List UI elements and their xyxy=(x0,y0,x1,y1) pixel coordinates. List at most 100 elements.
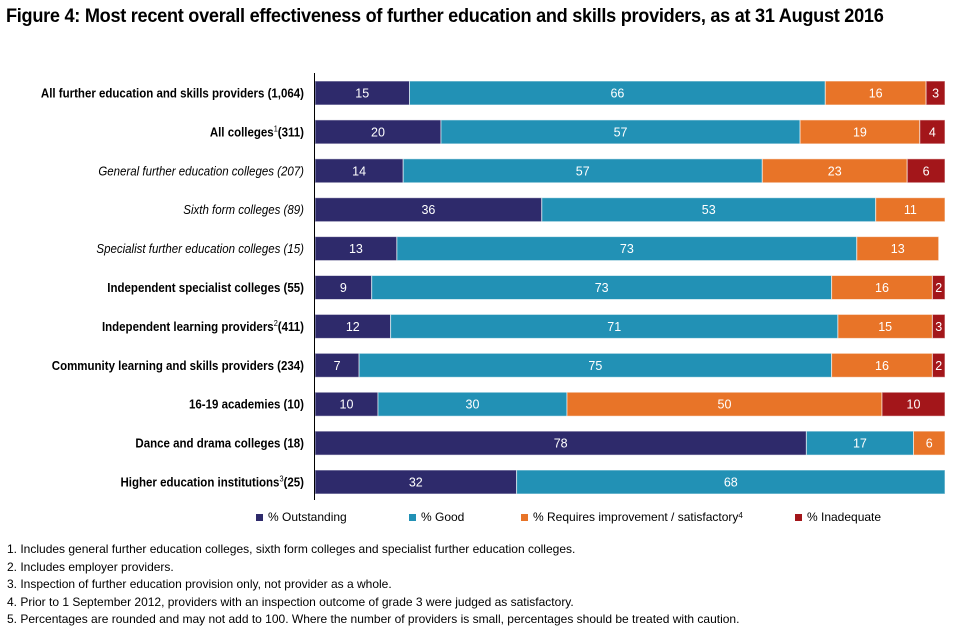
data-label: 16 xyxy=(875,359,889,373)
chart-title: Figure 4: Most recent overall effectiven… xyxy=(6,5,884,27)
bar-segment-good xyxy=(390,313,839,339)
footnote: 3. Inspection of further education provi… xyxy=(7,577,392,592)
stacked-bar-chart: All further education and skills provide… xyxy=(41,73,946,500)
legend-item-requires-improvement: % Requires improvement / satisfactory 4 xyxy=(521,510,743,524)
data-label: 17 xyxy=(853,437,867,451)
bar-segment-outstanding xyxy=(314,119,442,145)
bar-segment-requires-improvement xyxy=(856,236,940,262)
category-label: Higher education institutions3(25) xyxy=(121,474,304,489)
bar-segment-good xyxy=(516,469,946,495)
footnote: 2. Includes employer providers. xyxy=(7,559,174,574)
data-label: 3 xyxy=(935,320,942,334)
category-label: Independent specialist colleges (55) xyxy=(107,281,304,296)
data-label: 78 xyxy=(554,437,568,451)
data-label: 36 xyxy=(421,203,435,217)
data-label: 15 xyxy=(878,320,892,334)
legend-footnote-ref: 4 xyxy=(738,510,743,520)
data-label: 32 xyxy=(409,476,423,490)
category-label: Sixth form colleges (89) xyxy=(183,203,304,218)
bar-segment-requires-improvement xyxy=(875,197,946,223)
data-label: 75 xyxy=(588,359,602,373)
category-label: 16-19 academies (10) xyxy=(189,397,304,412)
category-label: All further education and skills provide… xyxy=(41,86,304,101)
data-label: 12 xyxy=(346,320,360,334)
data-label: 10 xyxy=(340,398,354,412)
bar-segment-inadequate xyxy=(925,80,946,106)
bar-segment-requires-improvement xyxy=(913,430,946,456)
bar-segment-good xyxy=(805,430,915,456)
data-label: 6 xyxy=(923,164,930,178)
data-label: 13 xyxy=(891,242,905,256)
data-label: 6 xyxy=(926,437,933,451)
data-label: 73 xyxy=(620,242,634,256)
bar-segment-inadequate xyxy=(906,158,946,184)
data-label: 50 xyxy=(718,398,732,412)
data-label: 66 xyxy=(610,87,624,101)
category-label: Community learning and skills providers … xyxy=(52,358,304,373)
bar-segment-requires-improvement xyxy=(799,119,921,145)
data-label: 68 xyxy=(724,476,738,490)
legend-label-requires-improvement: % Requires improvement / satisfactory xyxy=(533,510,739,524)
bar-segment-good xyxy=(440,119,801,145)
bar-segment-outstanding xyxy=(314,275,373,300)
bar-segment-good xyxy=(402,158,763,184)
bar-segment-inadequate xyxy=(931,313,946,339)
footnotes: 1. Includes general further education co… xyxy=(7,541,739,629)
bar-segment-inadequate xyxy=(919,119,946,145)
category-label: Specialist further education colleges (1… xyxy=(96,242,304,257)
data-label: 4 xyxy=(929,125,936,139)
data-label: 11 xyxy=(904,203,917,217)
data-label: 9 xyxy=(340,281,347,295)
data-label: 3 xyxy=(932,87,939,101)
category-label: All colleges1(311) xyxy=(210,124,304,139)
data-label: 2 xyxy=(935,281,942,295)
category-label: Independent learning providers2(411) xyxy=(102,319,304,334)
category-label: Dance and drama colleges (18) xyxy=(135,436,304,451)
data-label: 20 xyxy=(371,125,385,139)
data-label: 19 xyxy=(853,125,867,139)
bar-segment-inadequate xyxy=(931,352,946,378)
bar-segment-outstanding xyxy=(314,197,543,223)
legend-item-inadequate: % Inadequate xyxy=(795,510,881,524)
data-label: 57 xyxy=(614,125,628,139)
bar-segment-requires-improvement xyxy=(837,313,933,339)
data-label: 16 xyxy=(875,281,889,295)
footnote: 5. Percentages are rounded and may not a… xyxy=(7,612,740,627)
legend-item-good: % Good xyxy=(409,510,464,524)
legend-label-inadequate: % Inadequate xyxy=(807,510,882,524)
data-label: 10 xyxy=(907,398,921,412)
bar-segment-good xyxy=(409,80,826,106)
legend-item-outstanding: % Outstanding xyxy=(256,510,347,524)
data-label: 16 xyxy=(869,87,883,101)
legend-label-outstanding: % Outstanding xyxy=(268,510,347,524)
legend: % Outstanding % Good % Requires improvem… xyxy=(0,510,960,530)
data-label: 71 xyxy=(607,320,621,334)
bar-segment-good xyxy=(396,236,858,262)
data-label: 13 xyxy=(349,242,363,256)
data-label: 30 xyxy=(466,398,480,412)
data-label: 14 xyxy=(352,164,366,178)
bar-segment-inadequate xyxy=(931,275,946,300)
bar-segment-requires-improvement xyxy=(761,158,908,184)
legend-swatch-good xyxy=(409,513,416,521)
footnote: 4. Prior to 1 September 2012, providers … xyxy=(7,594,574,609)
legend-swatch-requires-improvement xyxy=(521,513,528,521)
data-label: 53 xyxy=(702,203,716,217)
footnote: 1. Includes general further education co… xyxy=(7,542,576,556)
legend-label-good: % Good xyxy=(421,510,465,524)
bar-segment-requires-improvement xyxy=(831,275,933,300)
legend-swatch-outstanding xyxy=(256,513,263,521)
bar-segment-inadequate xyxy=(881,391,946,417)
category-label: General further education colleges (207) xyxy=(98,164,304,179)
bar-segment-good xyxy=(371,275,833,300)
data-label: 7 xyxy=(334,359,341,373)
legend-swatch-inadequate xyxy=(795,513,802,521)
bar-segment-good xyxy=(377,391,568,417)
bar-segment-outstanding xyxy=(314,313,392,339)
data-label: 23 xyxy=(828,164,842,178)
data-label: 15 xyxy=(355,87,369,101)
bar-segment-outstanding xyxy=(314,158,404,184)
data-label: 57 xyxy=(576,164,590,178)
bar-segment-good xyxy=(358,352,833,378)
